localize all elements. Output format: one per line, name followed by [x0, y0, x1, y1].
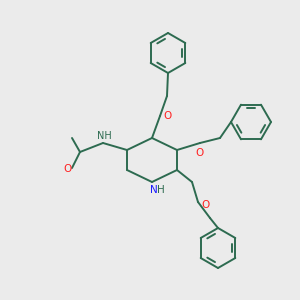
Text: O: O	[63, 164, 71, 174]
Text: N: N	[150, 185, 158, 195]
Text: NH: NH	[97, 131, 111, 141]
Text: H: H	[157, 185, 165, 195]
Text: O: O	[196, 148, 204, 158]
Text: O: O	[201, 200, 209, 210]
Text: O: O	[163, 111, 171, 121]
